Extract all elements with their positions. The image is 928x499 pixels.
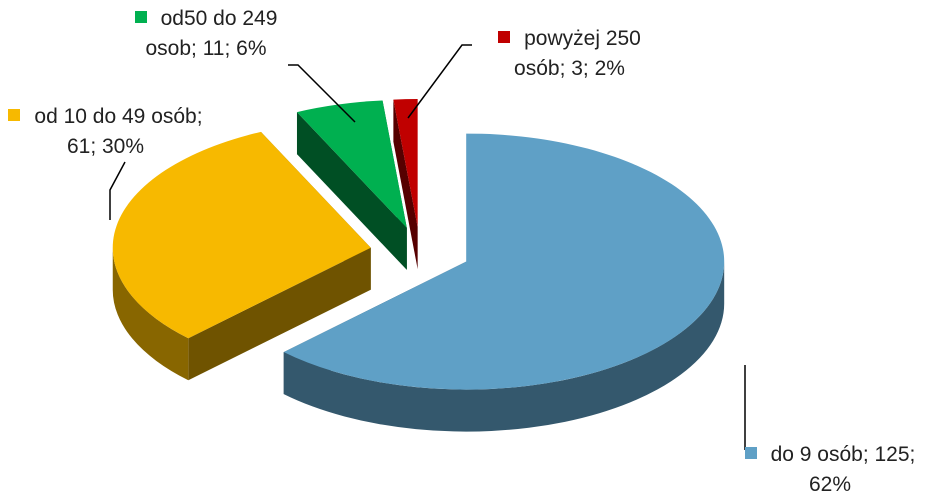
slice-rim — [112, 247, 189, 381]
label-text: powyżej 250 osób; 3; 2% — [514, 27, 641, 80]
label-text: od50 do 249 osob; 11; 6% — [145, 7, 278, 60]
legend-marker — [8, 109, 21, 121]
leader-line — [407, 44, 472, 119]
data-label: od50 do 249 osob; 11; 6% — [116, 4, 296, 64]
slice-rim — [283, 261, 725, 432]
legend-marker — [744, 447, 757, 459]
label-text: do 9 osób; 125; 62% — [770, 443, 916, 496]
slice — [393, 99, 418, 228]
leader-line — [109, 161, 126, 220]
data-label: do 9 osób; 125; 62% — [730, 440, 928, 499]
data-label: powyżej 250 osób; 3; 2% — [482, 24, 657, 84]
label-text: od 10 do 49 osób; 61; 30% — [34, 105, 203, 158]
leader-line — [288, 64, 356, 123]
slice — [296, 100, 407, 228]
top-layer — [112, 99, 725, 390]
slice — [283, 133, 725, 390]
data-label: od 10 do 49 osób; 61; 30% — [8, 102, 203, 162]
legend-marker — [134, 11, 147, 23]
slice-wall — [393, 99, 418, 270]
slice-wall — [188, 247, 371, 381]
legend-marker — [498, 31, 511, 43]
slice — [112, 131, 371, 339]
slice-wall — [296, 112, 407, 270]
